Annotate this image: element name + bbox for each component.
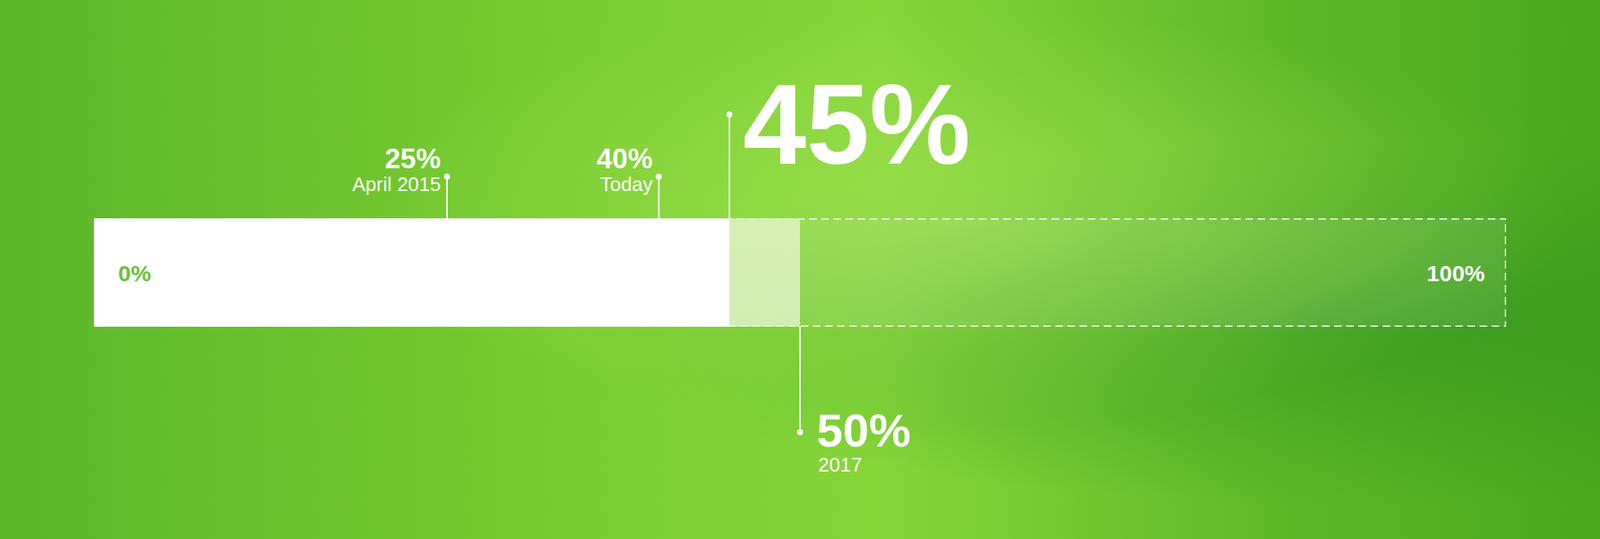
svg-text:45%: 45% — [743, 60, 971, 188]
svg-text:0%: 0% — [118, 260, 151, 286]
svg-text:25%: 25% — [384, 143, 441, 175]
svg-text:100%: 100% — [1426, 260, 1485, 286]
svg-text:April 2015: April 2015 — [352, 172, 441, 196]
svg-text:Today: Today — [600, 172, 653, 196]
svg-text:2017: 2017 — [818, 453, 863, 476]
svg-text:50%: 50% — [816, 403, 911, 457]
svg-text:40%: 40% — [596, 143, 654, 175]
